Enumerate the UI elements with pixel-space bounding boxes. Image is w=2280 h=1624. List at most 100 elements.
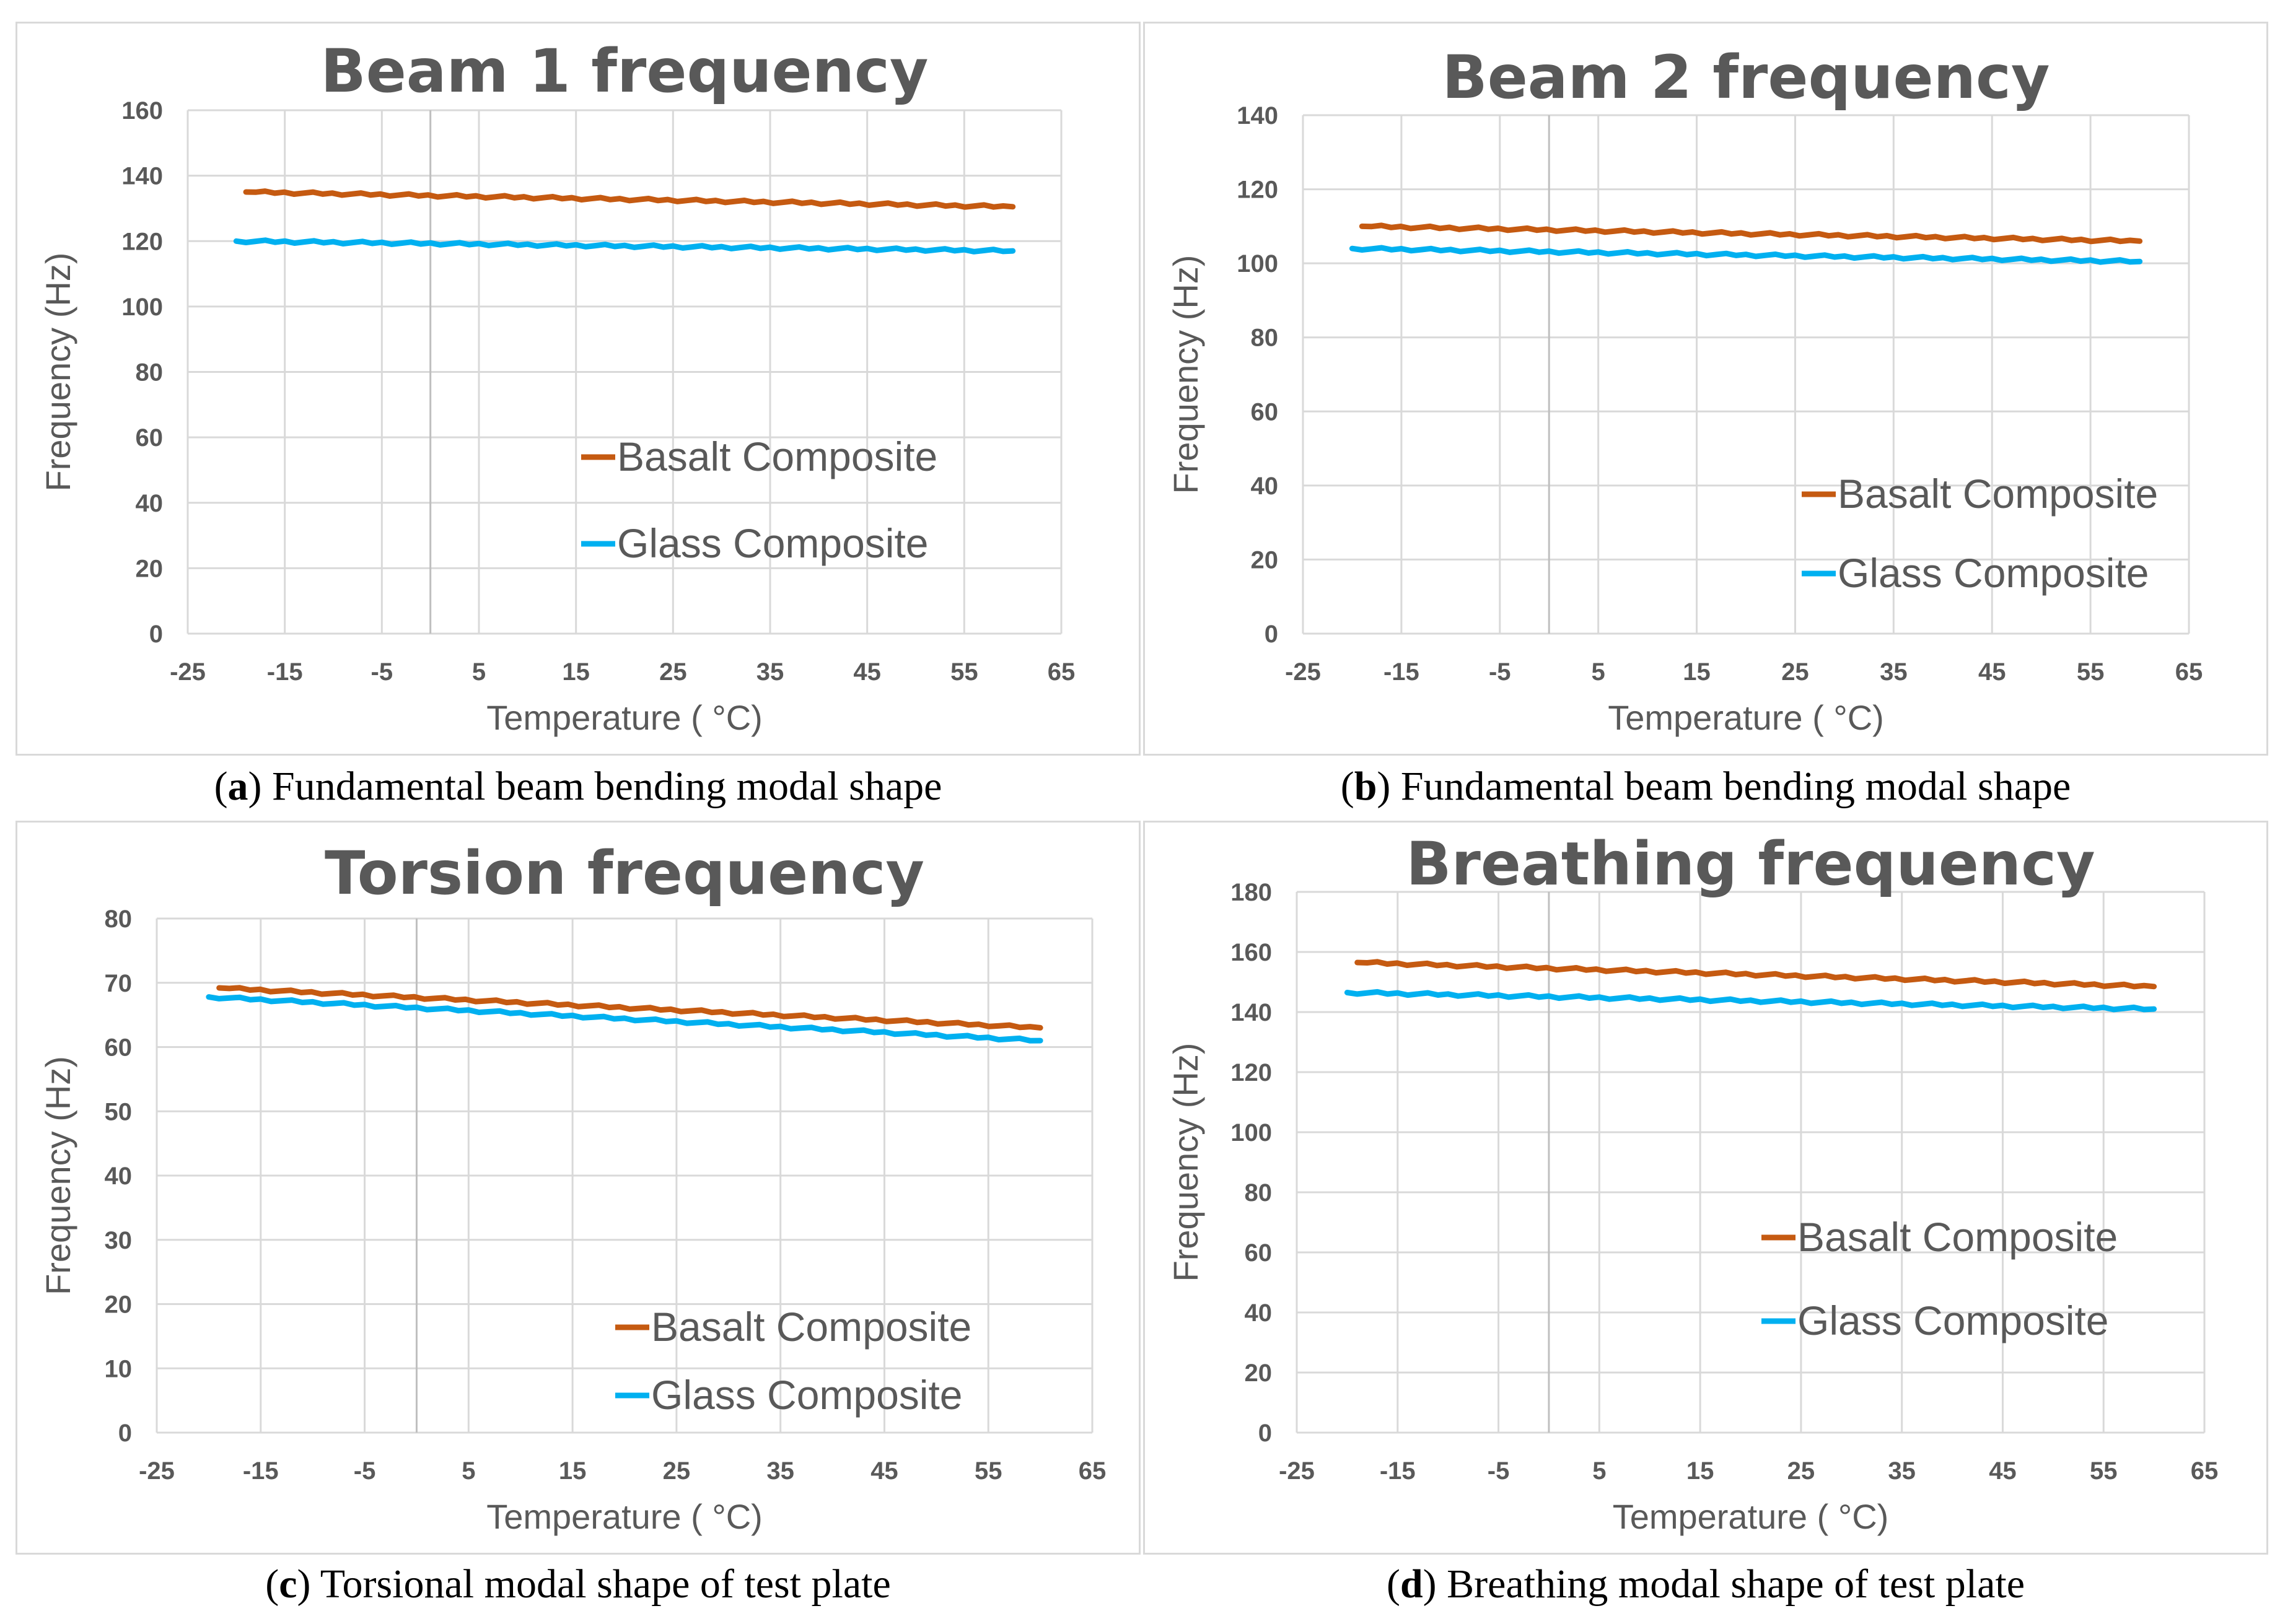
chart-svg: 0 20 40 60 80 100 120 140 160 180 -25 -15 -5 5 15 25 35 4… <box>1166 829 2219 1536</box>
x-tick-label: 55 <box>2077 658 2105 686</box>
legend-label-basalt: Basalt Composite <box>1797 1214 2118 1260</box>
y-tick-label: 80 <box>1245 1179 1273 1207</box>
caption-text: Breathing modal shape of test plate <box>1447 1561 2025 1607</box>
series-line-glass <box>206 994 1043 1044</box>
y-tick-label: 120 <box>1237 177 1278 204</box>
x-tick-label: -15 <box>1380 1457 1416 1485</box>
x-tick-label: 15 <box>559 1457 587 1485</box>
caption-text: Fundamental beam bending modal shape <box>272 764 942 809</box>
y-tick-label: 0 <box>1265 621 1278 648</box>
legend-label-basalt: Basalt Composite <box>617 434 937 479</box>
x-tick-label: -5 <box>354 1457 376 1485</box>
chart-panel-torsion: 0 10 20 30 40 50 60 70 80 -25 -15 -5 5 15 25 35 45 55 65 To… <box>15 821 1141 1555</box>
y-tick-label: 180 <box>1230 879 1272 906</box>
caption-letter: a <box>227 764 248 809</box>
chart-svg: 0 20 40 60 80 100 120 140 -25 -15 -5 5 15 25 35 45 55 65 B… <box>1166 43 2203 737</box>
x-tick-label: 65 <box>1048 658 1076 686</box>
legend: Basalt Composite Glass Composite <box>615 1304 971 1418</box>
x-tick-label: -25 <box>1285 658 1321 686</box>
x-tick-label: 45 <box>853 658 881 686</box>
series-line-basalt <box>1359 222 2143 245</box>
y-tick-label: 20 <box>1251 546 1279 574</box>
x-tick-label: 15 <box>562 658 590 686</box>
y-tick-label: 100 <box>121 294 163 321</box>
y-axis-label: Frequency (Hz) <box>38 1056 77 1295</box>
chart-svg: 0 20 40 60 80 100 120 140 160 -25 -15 -5 5 15 25 35 45 55… <box>38 37 1076 737</box>
x-tick-label: 35 <box>1880 658 1908 686</box>
caption-b: (b) Fundamental beam bending modal shape <box>1340 764 2071 809</box>
x-axis-label: Temperature ( °C) <box>486 1497 763 1536</box>
y-tick-label: 0 <box>118 1420 132 1447</box>
chart-panel-breathing: 0 20 40 60 80 100 120 140 160 180 -25 -15 -5 5 15 25 35 4… <box>1143 821 2268 1555</box>
x-tick-label: -25 <box>170 658 206 686</box>
legend: Basalt Composite Glass Composite <box>1802 471 2158 596</box>
series-line-glass <box>1349 245 2143 265</box>
y-tick-label: 140 <box>1230 999 1272 1026</box>
x-tick-label: -15 <box>1383 658 1419 686</box>
x-tick-label: 25 <box>659 658 687 686</box>
x-tick-label: 35 <box>1888 1457 1916 1485</box>
x-tick-label: -25 <box>1279 1457 1315 1485</box>
legend: Basalt Composite Glass Composite <box>581 434 937 566</box>
y-tick-label: 60 <box>105 1034 133 1062</box>
y-tick-label: 140 <box>121 163 163 190</box>
y-tick-label: 20 <box>136 555 164 582</box>
x-tick-label: 65 <box>2175 658 2203 686</box>
y-tick-label: 70 <box>105 970 133 997</box>
legend-label-glass: Glass Composite <box>617 520 929 566</box>
x-tick-label: 25 <box>1781 658 1809 686</box>
x-axis-label: Temperature ( °C) <box>1613 1497 1889 1536</box>
caption-text: Fundamental beam bending modal shape <box>1400 764 2071 809</box>
y-tick-label: 120 <box>121 228 163 255</box>
y-tick-label: 60 <box>1245 1239 1273 1267</box>
x-tick-label: 65 <box>1079 1457 1107 1485</box>
y-tick-label: 80 <box>105 906 133 933</box>
x-tick-label: -25 <box>139 1457 175 1485</box>
caption-letter: b <box>1354 764 1377 809</box>
series-line-glass <box>233 237 1016 255</box>
caption-text: Torsional modal shape of test plate <box>320 1561 891 1607</box>
x-tick-label: 45 <box>1989 1457 2017 1485</box>
x-tick-label: 15 <box>1683 658 1711 686</box>
y-axis-label: Frequency (Hz) <box>1166 255 1205 494</box>
legend: Basalt Composite Glass Composite <box>1761 1214 2118 1343</box>
caption-letter: d <box>1400 1561 1423 1607</box>
y-tick-label: 40 <box>105 1163 133 1190</box>
y-tick-label: 60 <box>136 424 164 452</box>
y-axis-label: Frequency (Hz) <box>38 253 77 492</box>
y-tick-label: 100 <box>1237 250 1278 277</box>
x-axis-label: Temperature ( °C) <box>1608 698 1884 737</box>
y-tick-label: 40 <box>136 490 164 517</box>
legend-label-glass: Glass Composite <box>1797 1298 2109 1343</box>
y-tick-label: 30 <box>105 1227 133 1254</box>
x-tick-label: 5 <box>1592 1457 1606 1485</box>
x-tick-label: -5 <box>371 658 393 686</box>
caption-a: (a) Fundamental beam bending modal shape <box>214 764 942 809</box>
caption-letter: c <box>279 1561 297 1607</box>
y-axis-label: Frequency (Hz) <box>1166 1043 1205 1282</box>
y-tick-label: 80 <box>1251 325 1279 352</box>
x-tick-label: 55 <box>2090 1457 2118 1485</box>
chart-panel-beam2: 0 20 40 60 80 100 120 140 -25 -15 -5 5 15 25 35 45 55 65 B… <box>1143 22 2268 756</box>
y-tick-label: 80 <box>136 359 164 386</box>
y-tick-label: 0 <box>149 621 163 648</box>
chart-svg: 0 10 20 30 40 50 60 70 80 -25 -15 -5 5 15 25 35 45 55 65 To… <box>38 839 1107 1536</box>
y-tick-label: 100 <box>1230 1119 1272 1146</box>
y-tick-label: 20 <box>105 1291 133 1319</box>
y-tick-label: 10 <box>105 1355 133 1382</box>
y-tick-label: 40 <box>1245 1299 1273 1327</box>
x-tick-label: 45 <box>1978 658 2006 686</box>
y-tick-label: 160 <box>1230 939 1272 966</box>
x-tick-label: 65 <box>2191 1457 2219 1485</box>
chart-title: Beam 1 frequency <box>321 37 929 106</box>
chart-title: Breathing frequency <box>1406 829 2095 899</box>
caption-d: (d) Breathing modal shape of test plate <box>1386 1561 2025 1607</box>
x-tick-label: 35 <box>756 658 784 686</box>
x-axis-label: Temperature ( °C) <box>486 698 763 737</box>
x-tick-label: 5 <box>1592 658 1605 686</box>
legend-label-basalt: Basalt Composite <box>1838 471 2158 517</box>
series-line-basalt <box>216 985 1043 1031</box>
x-tick-label: 55 <box>950 658 978 686</box>
x-tick-label: 25 <box>1787 1457 1815 1485</box>
legend-label-glass: Glass Composite <box>1838 550 2149 596</box>
